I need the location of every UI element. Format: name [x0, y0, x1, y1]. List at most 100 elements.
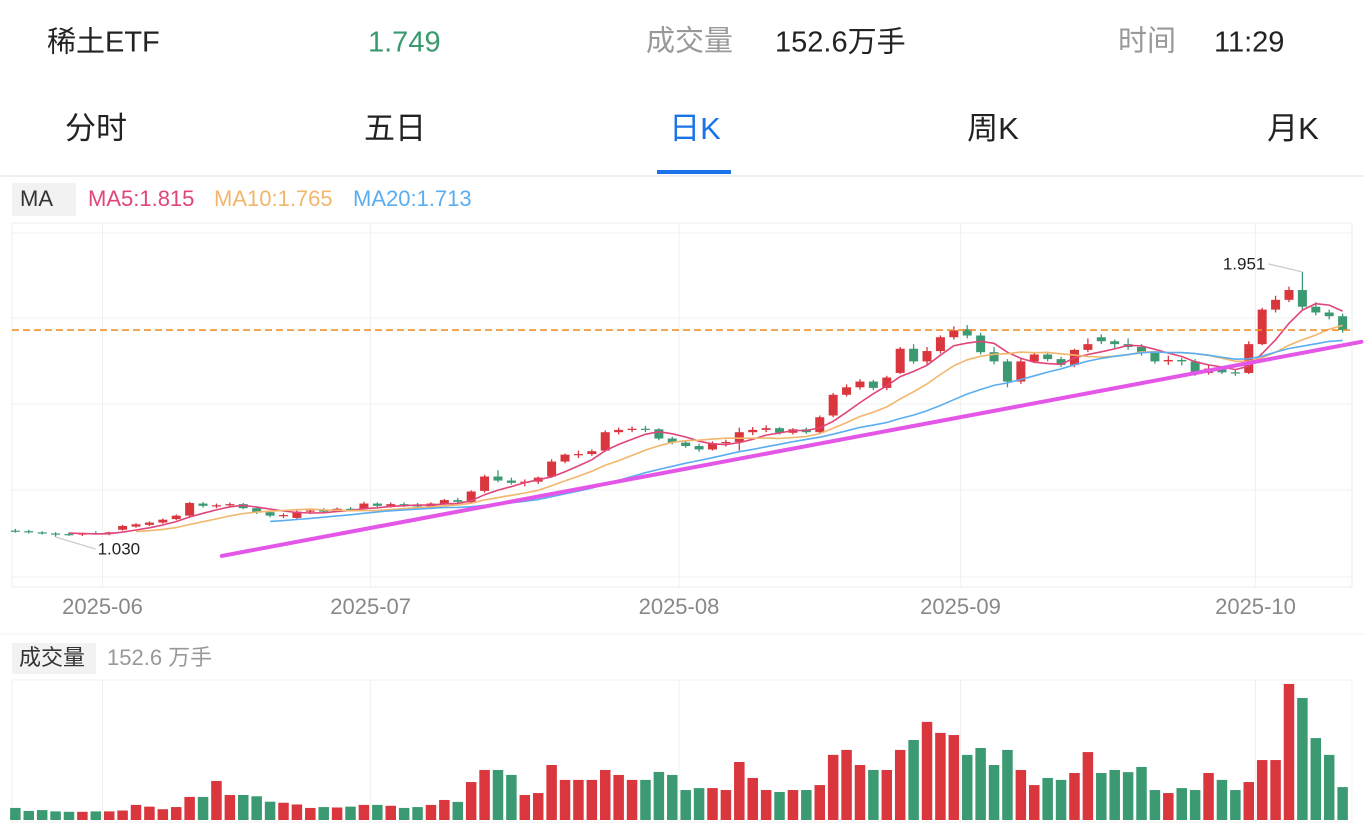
candle-body	[1043, 354, 1053, 360]
candle-body	[922, 351, 932, 362]
volume-bar	[841, 749, 852, 820]
volume-bar	[760, 790, 772, 820]
volume-bar	[1029, 785, 1040, 820]
volume-bar	[1042, 777, 1053, 820]
volume-bar	[613, 774, 624, 820]
volume-frame	[11, 679, 1353, 823]
candle-body	[600, 432, 610, 451]
candle-body	[185, 502, 195, 516]
candle-body	[1083, 344, 1093, 350]
candle-body	[506, 480, 516, 483]
candle-body	[118, 526, 128, 530]
candle-body	[573, 454, 583, 456]
candle-body	[1029, 354, 1039, 362]
volume-bar	[157, 809, 169, 820]
candle-body	[386, 504, 396, 506]
volume-bar	[1149, 790, 1161, 820]
candle-body	[399, 504, 409, 506]
volume-bar	[667, 774, 678, 820]
volume-bar	[1136, 766, 1147, 820]
volume-bar	[734, 761, 745, 820]
candle-body	[278, 515, 288, 517]
volume-bar	[264, 801, 276, 820]
plot-frame	[11, 222, 1353, 588]
volume-bar	[854, 765, 866, 820]
volume-value: 152.6万手	[775, 26, 906, 59]
volume-bar	[868, 769, 879, 820]
tab[interactable]: 月K	[1267, 111, 1319, 146]
volume-bar	[318, 807, 329, 820]
volume-bar	[720, 790, 732, 820]
volume-bar	[305, 807, 316, 820]
volume-bar	[291, 804, 303, 820]
candle-body	[1297, 290, 1307, 307]
volume-bar	[479, 769, 490, 820]
time-title: 时间	[1118, 25, 1176, 58]
volume-bar	[653, 771, 665, 820]
volume-bar	[707, 788, 718, 820]
volume-bar	[573, 779, 584, 820]
candle-body	[962, 329, 972, 336]
candle-body	[1096, 337, 1106, 342]
tab[interactable]: 五日	[364, 111, 426, 146]
x-tick-label: 2025-10	[1215, 594, 1296, 619]
volume-bar	[358, 804, 370, 820]
volume-bar	[975, 747, 986, 820]
candle-body	[1163, 359, 1173, 362]
volume-bar	[1122, 772, 1134, 820]
volume-bar	[278, 802, 289, 820]
volume-panel-label: 152.6 万手	[107, 645, 212, 670]
volume-bar	[908, 740, 919, 820]
volume-bar	[1337, 787, 1348, 820]
volume-bar	[1163, 793, 1174, 820]
candle-body	[1137, 347, 1147, 353]
volume-bar	[1310, 738, 1322, 820]
volume-bar	[439, 799, 450, 820]
volume-panel-title: 成交量	[19, 645, 85, 670]
candle-body	[1016, 361, 1026, 382]
volume-bar	[1082, 752, 1094, 820]
volume-bar	[559, 779, 571, 820]
candle-body	[828, 394, 838, 416]
candle-body	[480, 476, 490, 491]
candle-body	[1311, 306, 1321, 313]
volume-bar	[599, 769, 611, 820]
candle-body	[1150, 352, 1160, 362]
annotation-label: 1.951	[1223, 254, 1266, 273]
candle-body	[319, 510, 329, 512]
volume-bar	[1189, 790, 1201, 820]
candle-body	[238, 504, 248, 509]
volume-bar	[331, 807, 343, 820]
volume-bar	[961, 754, 973, 820]
candle-body	[158, 519, 168, 523]
volume-bar	[532, 793, 544, 820]
candle-body	[225, 504, 235, 506]
volume-bar	[680, 790, 691, 820]
candle-body	[1110, 341, 1120, 345]
volume-bar	[546, 765, 557, 820]
tab[interactable]: 周K	[967, 111, 1019, 146]
volume-bar	[251, 796, 262, 820]
volume-bar	[465, 782, 477, 820]
volume-bar	[117, 810, 128, 820]
volume-bar	[224, 794, 236, 820]
volume-bar	[23, 810, 35, 820]
candle-body	[359, 503, 369, 509]
candle-body	[989, 352, 999, 362]
volume-bar	[935, 732, 946, 820]
tab[interactable]: 分时	[65, 111, 127, 146]
candle-body	[895, 348, 905, 373]
tab[interactable]: 日K	[669, 111, 721, 146]
candle-body	[1324, 312, 1334, 317]
candle-body	[466, 491, 476, 503]
x-tick-label: 2025-08	[639, 594, 720, 619]
volume-bar	[1109, 769, 1120, 820]
candle-body	[1271, 299, 1281, 310]
candle-body	[1177, 359, 1187, 362]
candle-body	[547, 461, 557, 477]
candle-body	[868, 381, 878, 388]
candle-body	[265, 512, 275, 516]
volume-bar	[626, 779, 638, 820]
